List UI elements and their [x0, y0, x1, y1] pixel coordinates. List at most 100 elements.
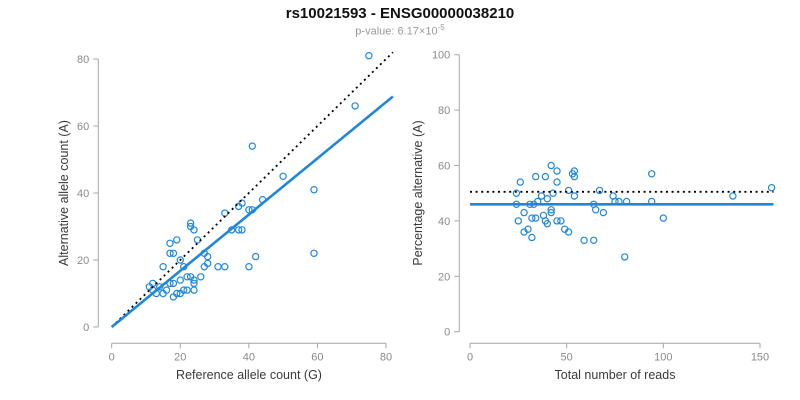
data-point	[564, 186, 573, 195]
data-point	[532, 214, 540, 222]
data-point	[570, 192, 579, 200]
data-point	[248, 142, 256, 150]
data-point	[169, 249, 178, 257]
data-point	[176, 276, 184, 284]
data-point	[512, 189, 521, 197]
data-point	[553, 217, 561, 225]
y-tick-label: 80	[77, 54, 89, 66]
data-point	[537, 192, 546, 200]
data-point	[543, 194, 552, 203]
data-point	[351, 102, 359, 110]
data-point	[183, 286, 191, 294]
data-point	[203, 252, 212, 261]
data-point	[162, 286, 171, 294]
data-point	[547, 161, 555, 170]
pvalue-subtitle: p-value: 6.17×10-5	[0, 23, 800, 38]
data-point	[621, 253, 629, 261]
data-point	[365, 52, 373, 60]
data-point	[279, 172, 287, 180]
x-tick-label: 60	[311, 351, 323, 363]
y-tick-label: 40	[77, 188, 89, 200]
data-point	[590, 236, 598, 244]
data-point	[238, 199, 246, 207]
y-tick-label: 20	[77, 255, 89, 267]
data-point	[514, 217, 523, 225]
chart-allele-counts: 0 20 40 60 80 0 20 40 60 80 Reference allele count…	[57, 51, 394, 382]
data-point	[173, 236, 181, 244]
data-point	[190, 279, 198, 288]
identity-line	[111, 51, 394, 328]
data-point	[553, 167, 561, 175]
y-tick-label: 40	[438, 216, 450, 228]
data-point	[176, 256, 184, 264]
data-point	[599, 208, 608, 217]
data-point	[221, 209, 229, 217]
regression-line	[110, 95, 394, 329]
data-point	[251, 252, 260, 261]
x-axis-label: Reference allele count (G)	[176, 368, 322, 382]
data-point	[179, 286, 188, 294]
data-point	[516, 178, 525, 186]
data-point	[592, 206, 600, 214]
data-point	[547, 206, 555, 214]
data-point	[580, 236, 588, 244]
data-point	[173, 289, 181, 298]
x-tick-label: 0	[109, 351, 115, 363]
y-tick-label: 80	[438, 105, 450, 117]
data-point	[214, 263, 222, 271]
data-point	[570, 167, 579, 175]
x-tick-label: 20	[174, 351, 186, 363]
chart-percentage-vs-reads: 0 50 100 150 0 20 40 60 80 100 Total number of rea…	[411, 50, 776, 382]
x-tick-label: 80	[380, 351, 392, 363]
x-axis-label: Total number of reads	[555, 368, 676, 382]
data-point	[729, 192, 737, 200]
data-point	[197, 273, 205, 281]
page-title: rs10021593 - ENSG00000038210	[285, 5, 515, 22]
data-point	[543, 219, 552, 228]
y-tick-label: 0	[444, 327, 450, 339]
data-point	[183, 273, 191, 281]
data-point	[553, 178, 561, 186]
data-point	[234, 226, 243, 234]
data-point	[564, 228, 573, 236]
data-point	[190, 286, 198, 294]
data-point	[549, 189, 557, 197]
data-point	[767, 183, 776, 192]
x-tick-label: 0	[467, 351, 473, 363]
data-point	[169, 279, 178, 288]
data-point	[524, 225, 532, 233]
data-point	[528, 214, 536, 222]
y-tick-label: 20	[438, 271, 450, 283]
data-point	[166, 239, 174, 247]
y-tick-label: 100	[432, 50, 450, 62]
data-point	[659, 214, 668, 222]
data-point	[193, 236, 202, 244]
y-axis-label: Percentage alternative (A)	[411, 120, 425, 265]
data-point	[245, 263, 253, 271]
y-tick-label: 60	[438, 161, 450, 173]
data-point	[310, 185, 318, 194]
data-point	[310, 249, 318, 257]
data-point	[528, 233, 536, 242]
data-point	[190, 276, 198, 284]
data-point	[186, 219, 195, 227]
data-point	[595, 186, 604, 195]
data-point	[159, 263, 167, 271]
x-tick-label: 100	[654, 351, 672, 363]
y-tick-label: 0	[83, 322, 89, 334]
y-axis-label: Alternative allele count (A)	[57, 120, 71, 266]
x-tick-label: 150	[751, 351, 769, 363]
pvalue-exponent: -5	[437, 23, 445, 32]
data-point	[547, 208, 555, 217]
pvalue-text: p-value: 6.17×10	[355, 25, 438, 38]
data-point	[648, 170, 656, 178]
data-point	[532, 172, 540, 181]
data-point	[541, 172, 550, 181]
data-point	[238, 226, 246, 234]
y-tick-label: 60	[77, 121, 89, 133]
data-point	[166, 249, 174, 257]
data-point	[520, 208, 528, 217]
data-point	[557, 217, 565, 225]
